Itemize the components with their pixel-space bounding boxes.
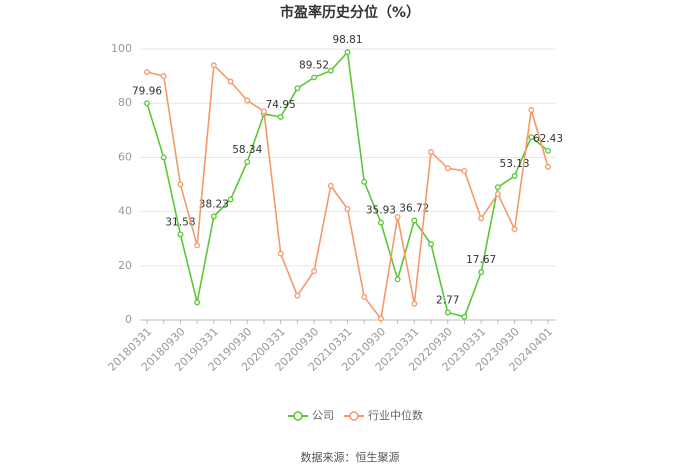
point <box>361 294 368 300</box>
point <box>244 158 251 165</box>
point <box>411 217 418 224</box>
data-label: 98.81 <box>332 34 362 46</box>
data-label: 36.72 <box>399 202 429 214</box>
point <box>294 292 301 299</box>
legend-marker <box>293 411 303 421</box>
point <box>327 182 334 189</box>
point <box>478 215 485 222</box>
point <box>344 49 351 56</box>
point <box>545 147 551 154</box>
point <box>194 299 201 306</box>
point <box>327 67 334 74</box>
point <box>210 62 217 69</box>
point <box>227 196 234 203</box>
point <box>377 315 384 322</box>
point <box>160 154 167 161</box>
data-label: 74.95 <box>266 99 296 111</box>
legend-marker <box>349 411 359 421</box>
point <box>411 300 418 307</box>
point <box>144 100 150 107</box>
point <box>528 134 535 141</box>
point <box>177 181 184 188</box>
point <box>428 149 434 155</box>
point <box>294 85 301 92</box>
series-line <box>146 50 549 318</box>
data-label: 53.13 <box>500 158 530 170</box>
point <box>394 276 401 283</box>
point <box>160 73 167 80</box>
point <box>311 268 318 275</box>
point <box>394 214 401 220</box>
point <box>545 163 551 170</box>
data-label: 17.67 <box>466 254 496 266</box>
point <box>494 184 501 191</box>
data-label: 58.34 <box>232 144 262 156</box>
legend-label: 公司 <box>312 409 334 422</box>
y-tick-label: 40 <box>118 205 132 218</box>
y-tick-label: 100 <box>111 42 132 55</box>
point <box>494 191 501 197</box>
chart-title: 市盈率历史分位（%） <box>280 4 420 21</box>
data-label: 35.93 <box>366 205 396 217</box>
point <box>444 309 451 316</box>
point <box>478 269 485 276</box>
point <box>194 242 201 249</box>
point <box>227 78 234 85</box>
point <box>277 250 284 257</box>
point <box>428 241 434 248</box>
point <box>511 226 518 233</box>
point <box>444 165 451 172</box>
point <box>377 219 384 226</box>
y-tick-label: 0 <box>125 313 132 326</box>
data-label: 62.43 <box>533 133 563 145</box>
data-label: 89.52 <box>299 59 329 71</box>
point <box>344 205 351 212</box>
point <box>361 178 368 185</box>
legend-label: 行业中位数 <box>368 408 423 422</box>
point <box>244 97 251 104</box>
y-tick-label: 20 <box>118 259 132 272</box>
point <box>511 173 518 179</box>
point <box>177 231 184 238</box>
point <box>461 167 468 174</box>
data-label: 38.23 <box>199 198 229 210</box>
y-tick-label: 80 <box>118 96 132 109</box>
point <box>528 107 535 113</box>
data-label: 79.96 <box>132 85 162 97</box>
source: 数据来源：恒生聚源 <box>301 450 400 464</box>
point <box>277 113 284 120</box>
point <box>461 313 468 320</box>
data-label: 2.77 <box>436 294 459 306</box>
point <box>144 69 150 75</box>
point <box>311 74 318 81</box>
data-label: 31.58 <box>165 216 195 228</box>
point <box>261 108 267 115</box>
y-tick-label: 60 <box>118 150 132 163</box>
point <box>210 213 217 220</box>
